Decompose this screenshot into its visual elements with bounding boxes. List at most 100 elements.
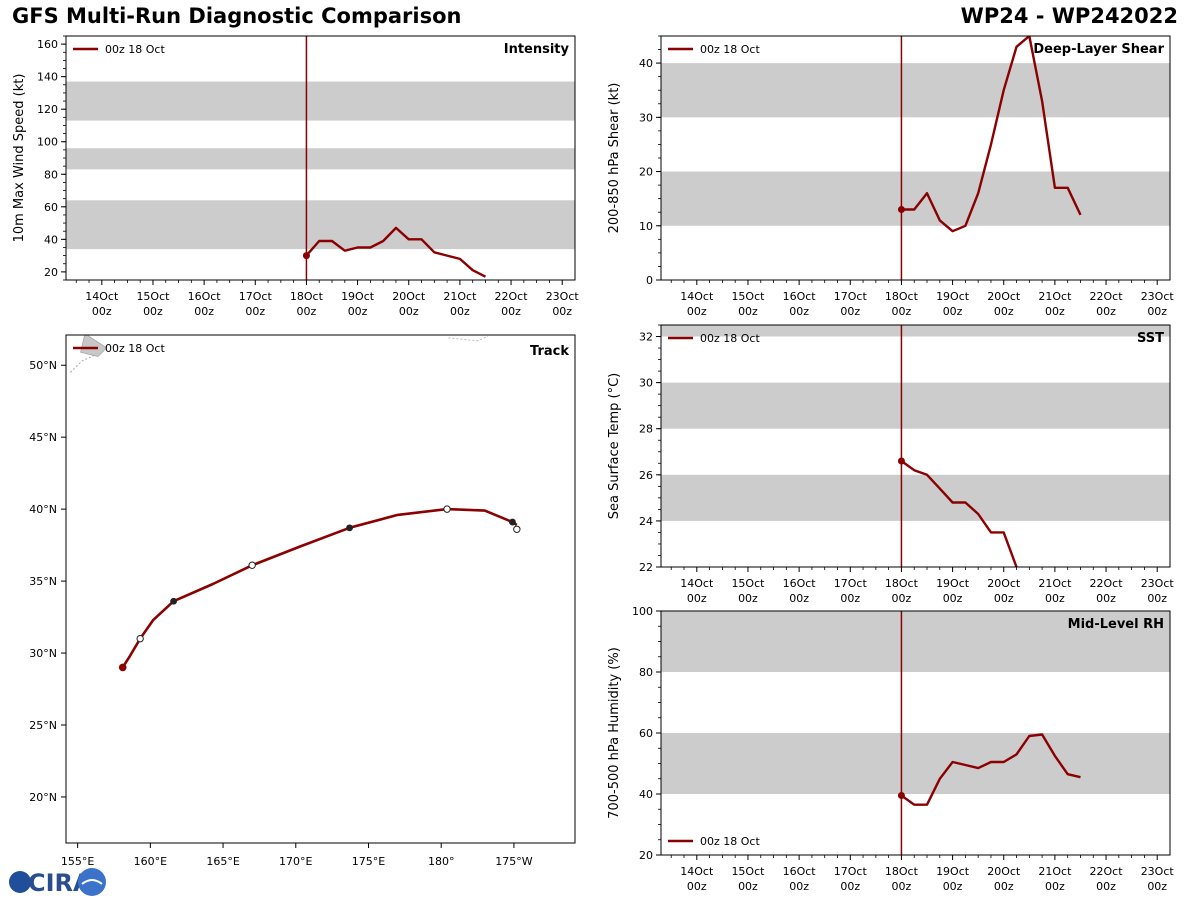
legend: 00z 18 Oct	[668, 43, 760, 56]
land-kuril-islands	[70, 354, 96, 373]
x-tick-label-hour: 00z	[143, 305, 163, 318]
x-tick-label-hour: 00z	[738, 880, 758, 893]
x-tick-label-date: 17Oct	[834, 290, 868, 303]
x-tick-label-date: 15Oct	[731, 290, 765, 303]
x-tick-label-hour: 00z	[687, 305, 707, 318]
x-tick-label-date: 14Oct	[680, 865, 714, 878]
legend-label: 00z 18 Oct	[700, 835, 760, 848]
x-tick-label-date: 21Oct	[1038, 865, 1072, 878]
panel-title: Mid-Level RH	[1068, 617, 1164, 632]
legend-label: 00z 18 Oct	[700, 332, 760, 345]
y-tick-label: 45°N	[29, 431, 57, 444]
plot-area	[661, 36, 1170, 280]
series-line	[305, 226, 487, 278]
panel-title: Deep-Layer Shear	[1033, 42, 1164, 57]
x-tick-label-hour: 00z	[1096, 305, 1116, 318]
x-tick-label-date: 17Oct	[834, 865, 868, 878]
track-init-point	[118, 663, 127, 672]
logo-badge-icon	[78, 868, 106, 896]
x-tick-label-date: 23Oct	[1141, 865, 1175, 878]
x-tick-label-hour: 00z	[738, 305, 758, 318]
y-tick-label: 0	[646, 274, 653, 287]
threshold-band	[66, 81, 575, 121]
track-marker-filled	[170, 597, 178, 605]
storm-id-title: WP24 - WP242022	[960, 4, 1178, 28]
x-tick-label-date: 15Oct	[731, 577, 765, 590]
x-tick-label-date: 18Oct	[885, 577, 919, 590]
x-tick-label-date: 14Oct	[85, 290, 119, 303]
x-tick-label-hour: 00z	[348, 305, 368, 318]
x-tick-label-date: 16Oct	[783, 865, 817, 878]
x-tick-label-hour: 00z	[687, 880, 707, 893]
x-tick-label-date: 18Oct	[885, 865, 919, 878]
legend-label: 00z 18 Oct	[105, 342, 165, 355]
y-tick-label: 40	[639, 788, 653, 801]
panel-rh: 20 40 60 80 100 14Oct 00z 15Oct 00z 16Oct 00z 17Oct…	[607, 605, 1174, 893]
x-tick-label-date: 16Oct	[783, 290, 817, 303]
y-tick-label: 24	[639, 515, 653, 528]
series-line	[900, 733, 1081, 806]
y-tick-label: 30	[639, 111, 653, 124]
threshold-band	[661, 325, 1170, 337]
y-tick-label: 80	[44, 168, 58, 181]
x-tick-label-hour: 00z	[789, 592, 809, 605]
track-marker-open	[136, 634, 144, 643]
x-tick-label-date: 19Oct	[936, 290, 970, 303]
x-tick-label-hour: 00z	[552, 305, 572, 318]
init-point	[897, 206, 905, 214]
legend: 00z 18 Oct	[668, 835, 760, 848]
plot-area	[661, 611, 1170, 855]
x-tick-label-hour: 00z	[1147, 305, 1167, 318]
y-tick-label: 28	[639, 423, 653, 436]
x-tick-label-date: 20Oct	[987, 577, 1021, 590]
x-tick-label: 175°W	[495, 855, 532, 868]
threshold-band	[66, 148, 575, 170]
y-tick-label: 40	[639, 57, 653, 70]
x-tick-label-hour: 00z	[789, 880, 809, 893]
y-tick-label: 20°N	[29, 791, 57, 804]
x-tick-label-hour: 00z	[943, 592, 963, 605]
x-tick-label-date: 19Oct	[936, 865, 970, 878]
x-tick-label-date: 14Oct	[680, 577, 714, 590]
y-axis-label: Sea Surface Temp (°C)	[607, 373, 622, 520]
init-point	[897, 792, 905, 800]
y-tick-label: 32	[639, 331, 653, 344]
x-tick-label-hour: 00z	[943, 880, 963, 893]
x-tick-label-hour: 00z	[399, 305, 419, 318]
panel-title: Track	[530, 344, 569, 359]
x-tick-label-hour: 00z	[994, 305, 1014, 318]
x-tick-label-hour: 00z	[840, 305, 860, 318]
threshold-band	[661, 733, 1170, 794]
plot-area	[70, 335, 521, 672]
x-tick-label-date: 15Oct	[136, 290, 170, 303]
x-tick-label-hour: 00z	[1096, 592, 1116, 605]
figure-title: GFS Multi-Run Diagnostic Comparison	[12, 4, 462, 28]
threshold-band	[661, 63, 1170, 118]
legend-label: 00z 18 Oct	[700, 43, 760, 56]
init-point	[302, 252, 310, 260]
x-tick-label-hour: 00z	[297, 305, 317, 318]
x-tick-label: 170°E	[279, 855, 312, 868]
x-tick-label-date: 22Oct	[495, 290, 529, 303]
panel-shear: 0 10 20 30 40 14Oct 00z 15Oct 00z 16Oct 00z 17Oct 00…	[607, 35, 1174, 318]
y-tick-label: 40	[44, 233, 58, 246]
series-line	[900, 460, 1018, 567]
panel-title: SST	[1137, 331, 1164, 346]
land-kamchatka	[80, 335, 108, 357]
y-tick-label: 140	[37, 71, 58, 84]
y-tick-label: 120	[37, 103, 58, 116]
x-tick-label-hour: 00z	[1045, 305, 1065, 318]
track-marker-filled	[346, 524, 353, 532]
panel-intensity: 20 40 60 80 100 120 140 160 14Oct 00z 15Oct 00z 16Oc…	[12, 35, 579, 318]
threshold-band	[661, 171, 1170, 226]
y-tick-label: 20	[44, 266, 58, 279]
x-tick-label-date: 19Oct	[936, 577, 970, 590]
plot-area	[661, 325, 1170, 567]
logo-globe-icon	[9, 871, 31, 893]
x-tick-label-hour: 00z	[789, 305, 809, 318]
y-axis-label: 10m Max Wind Speed (kt)	[12, 74, 27, 243]
x-tick-label-hour: 00z	[943, 305, 963, 318]
panel-title: Intensity	[504, 42, 570, 57]
y-tick-label: 20	[639, 849, 653, 862]
